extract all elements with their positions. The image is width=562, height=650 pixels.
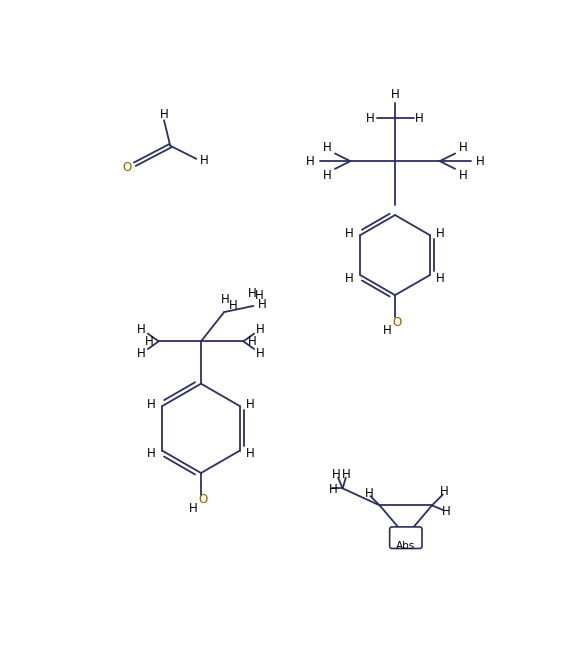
Text: H: H [147,398,156,411]
Text: H: H [459,168,467,181]
Text: H: H [323,141,332,154]
Text: H: H [256,322,265,335]
Text: H: H [365,487,373,500]
Text: H: H [246,447,255,460]
Text: O: O [123,161,132,174]
Text: H: H [436,227,445,240]
Text: H: H [229,300,238,313]
Text: O: O [198,493,207,506]
Text: H: H [415,112,424,125]
Text: H: H [147,447,156,460]
Text: H: H [341,468,350,481]
Text: H: H [366,112,375,125]
Text: H: H [345,227,354,240]
Text: H: H [255,289,264,302]
Text: H: H [383,324,392,337]
Text: Abs: Abs [396,541,415,551]
Text: H: H [442,505,450,518]
Text: H: H [248,335,257,348]
Text: H: H [391,88,400,101]
Text: H: H [436,272,445,285]
Text: H: H [306,155,315,168]
Text: H: H [200,154,209,167]
Text: H: H [160,108,169,121]
Text: H: H [440,485,448,498]
Text: H: H [137,347,146,360]
Text: H: H [247,287,256,300]
Text: H: H [246,398,255,411]
Text: H: H [259,298,267,311]
Text: H: H [475,155,484,168]
Text: O: O [392,316,401,329]
Text: H: H [137,322,146,335]
FancyBboxPatch shape [389,527,422,549]
Text: H: H [256,347,265,360]
Text: H: H [345,272,354,285]
Text: H: H [145,335,154,348]
Text: H: H [189,502,198,515]
Text: H: H [329,484,338,497]
Text: H: H [221,293,230,306]
Text: H: H [323,168,332,181]
Text: H: H [332,468,341,481]
Text: H: H [459,141,467,154]
